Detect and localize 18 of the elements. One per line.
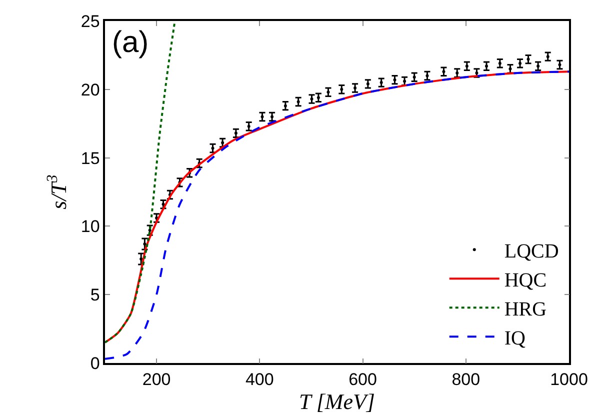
y-tick-label: 0	[90, 354, 100, 373]
legend-label: HQC	[504, 269, 547, 292]
line-series	[105, 21, 176, 344]
x-tick-label: 1000	[550, 370, 588, 390]
x-tick-label: 800	[452, 370, 480, 390]
legend-label: LQCD	[504, 240, 559, 262]
annotation: (a)	[112, 26, 149, 59]
legend-label: IQ	[504, 327, 526, 350]
y-tick-label: 15	[80, 148, 100, 168]
x-tick-label: 600	[348, 370, 377, 390]
x-axis-title: T [MeV]	[299, 389, 375, 414]
x-tick-label: 200	[142, 370, 171, 390]
y-tick-label: 25	[80, 12, 100, 31]
legend-label: HRG	[504, 298, 547, 320]
y-tick-label: 5	[90, 286, 100, 305]
y-tick-label: 20	[80, 80, 100, 100]
y-tick-label: 10	[80, 217, 100, 236]
x-tick-label: 400	[245, 370, 274, 390]
